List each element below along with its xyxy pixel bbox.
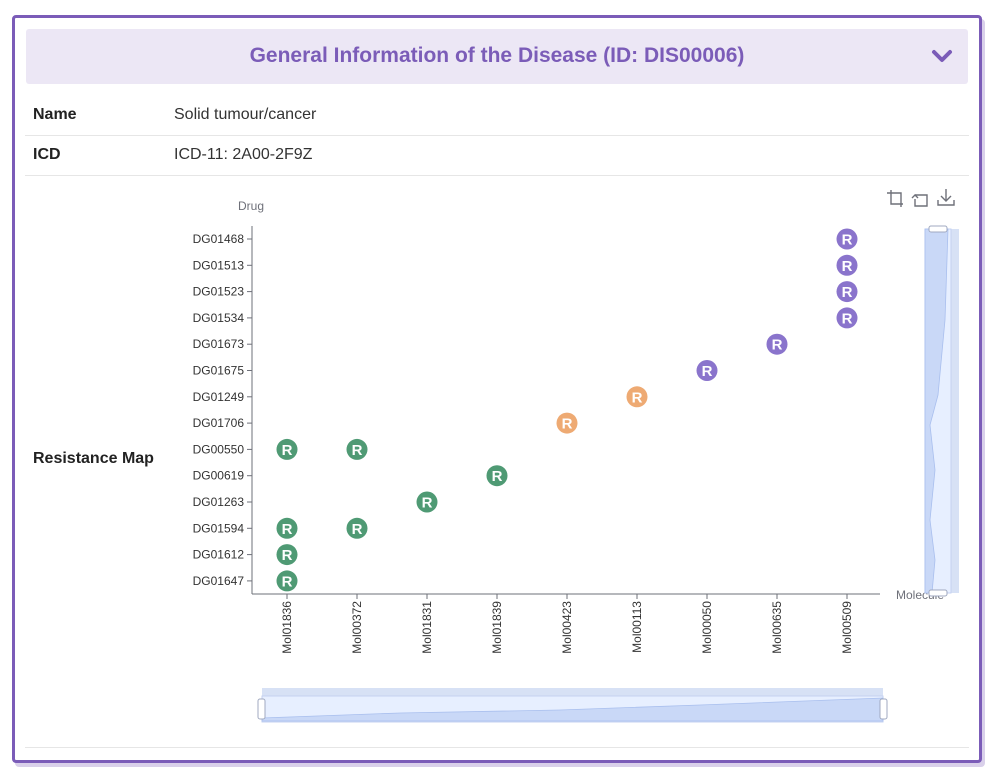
x-tick-label: Mol00635 [770, 601, 784, 654]
zoom-icon[interactable] [887, 190, 903, 207]
x-tick-label: Mol00113 [630, 601, 644, 653]
y-tick-label: DG01534 [193, 311, 245, 325]
save-image-icon[interactable] [937, 189, 955, 206]
y-tick-label: DG01673 [193, 337, 245, 351]
point-label: R [282, 442, 293, 459]
x-tick-label: Mol01836 [280, 601, 294, 654]
x-tick-label: Mol00372 [350, 601, 364, 654]
y-tick-label: DG01513 [193, 258, 245, 272]
section-title: General Information of the Disease (ID: … [249, 44, 745, 67]
point-marker [836, 254, 858, 276]
info-row-icd: ICD ICD-11: 2A00-2F9Z [25, 135, 969, 176]
x-tick-label: Mol01831 [420, 601, 434, 654]
y-tick-label: DG01594 [193, 521, 245, 535]
point-label: R [352, 442, 363, 459]
point-label: R [282, 573, 293, 590]
y-axis-label: Drug [238, 199, 264, 213]
point-marker [766, 333, 788, 355]
data-point[interactable]: R [696, 360, 718, 381]
point-marker [276, 544, 298, 566]
row-label-icd: ICD [33, 146, 61, 163]
y-tick-label: DG01647 [193, 574, 245, 588]
data-point[interactable]: R [836, 281, 858, 303]
info-row-name: Name Solid tumour/cancer [25, 95, 969, 136]
info-row-resistance-map: Resistance Map [25, 175, 969, 748]
point-label: R [352, 521, 363, 538]
chart-toolbox [887, 189, 955, 207]
y-tick-label: DG01706 [193, 416, 245, 430]
point-marker [626, 386, 648, 408]
point-marker [276, 438, 298, 460]
point-label: R [842, 284, 853, 301]
section-header[interactable]: General Information of the Disease (ID: … [26, 29, 968, 84]
point-marker [276, 517, 298, 539]
y-tick-label: DG01523 [193, 285, 245, 299]
point-label: R [282, 521, 293, 538]
data-point[interactable]: R [766, 333, 788, 355]
y-tick-label: DG01675 [193, 364, 245, 378]
point-marker [836, 228, 858, 250]
point-label: R [842, 232, 853, 249]
y-tick-label: DG00619 [193, 469, 245, 483]
x-tick-label: Mol00423 [560, 601, 574, 654]
x-zoom-handle-bar [262, 688, 883, 696]
y-tick-label: DG01468 [193, 232, 245, 246]
data-point[interactable]: R [416, 491, 438, 513]
point-marker [346, 517, 368, 539]
y-tick-label: DG01263 [193, 495, 245, 509]
y-zoom-top-handle[interactable] [928, 225, 948, 233]
y-tick-label: DG01612 [193, 548, 245, 562]
row-value-name: Solid tumour/cancer [174, 106, 317, 123]
point-marker [416, 491, 438, 513]
y-zoom-handle-bar [951, 229, 959, 593]
y-zoom-bottom-handle[interactable] [928, 589, 948, 597]
row-label-name: Name [33, 106, 77, 123]
data-point[interactable]: R [836, 228, 858, 250]
data-point[interactable]: R [836, 254, 858, 276]
point-marker [836, 307, 858, 329]
point-marker [276, 570, 298, 592]
x-zoom-left-handle[interactable] [257, 698, 266, 720]
point-label: R [562, 416, 573, 433]
point-marker [696, 360, 718, 381]
data-point[interactable]: R [276, 544, 298, 566]
point-marker [486, 465, 508, 487]
point-label: R [422, 495, 433, 512]
data-point[interactable]: R [346, 517, 368, 539]
row-label-resistance-map: Resistance Map [33, 450, 154, 467]
restore-icon[interactable] [911, 194, 928, 207]
chevron-down-icon[interactable] [928, 42, 956, 70]
y-zoom-slider[interactable] [924, 225, 959, 597]
point-marker [836, 281, 858, 303]
point-marker [346, 438, 368, 460]
point-label: R [842, 258, 853, 275]
data-point[interactable]: R [836, 307, 858, 329]
point-label: R [702, 363, 713, 380]
point-marker [556, 412, 578, 434]
y-tick-label: DG00550 [193, 442, 245, 456]
point-label: R [282, 547, 293, 564]
point-label: R [842, 310, 853, 327]
point-label: R [772, 337, 783, 354]
row-value-icd: ICD-11: 2A00-2F9Z [174, 146, 313, 163]
x-tick-label: Mol00509 [840, 601, 854, 654]
data-point[interactable]: R [346, 438, 368, 460]
x-tick-label: Mol00050 [700, 601, 714, 654]
data-point[interactable]: R [276, 570, 298, 592]
x-zoom-right-handle[interactable] [879, 698, 888, 720]
data-point[interactable]: R [626, 386, 648, 408]
point-label: R [492, 468, 503, 485]
point-label: R [632, 389, 643, 406]
y-tick-label: DG01249 [193, 390, 245, 404]
x-tick-label: Mol01839 [490, 601, 504, 654]
data-point[interactable]: R [276, 438, 298, 460]
x-zoom-slider[interactable] [257, 688, 888, 723]
data-point[interactable]: R [486, 465, 508, 487]
disease-info-card: General Information of the Disease (ID: … [12, 15, 982, 763]
data-point[interactable]: R [556, 412, 578, 434]
data-point[interactable]: R [276, 517, 298, 539]
